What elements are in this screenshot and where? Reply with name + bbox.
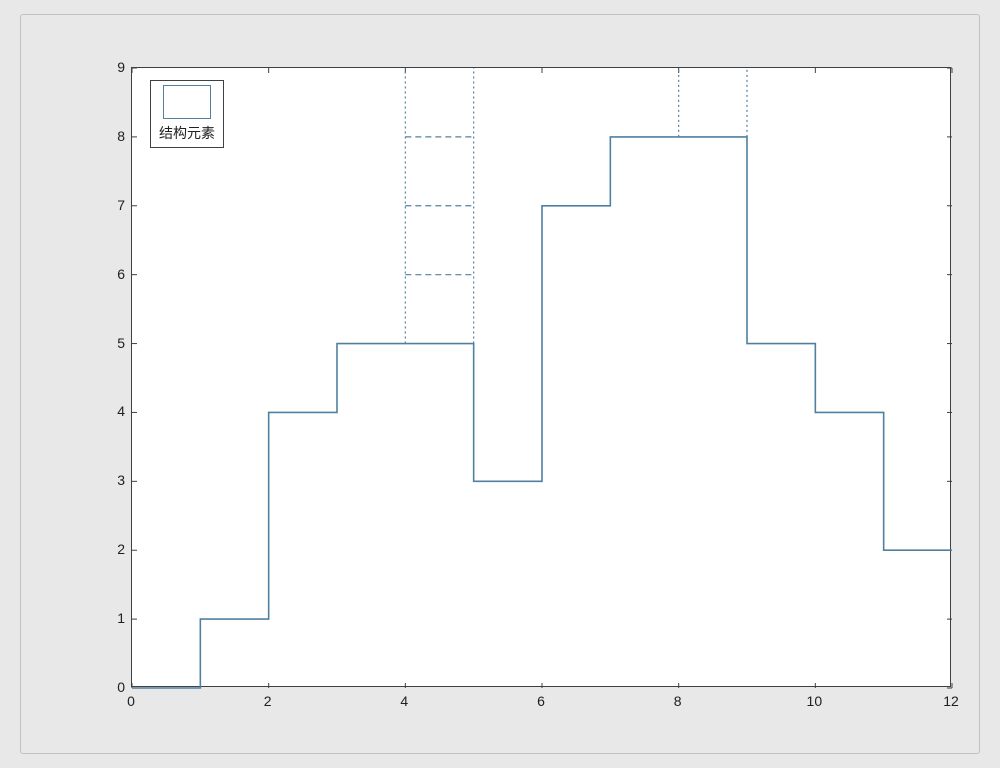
y-tick-label: 1 xyxy=(107,610,125,626)
x-tick-label: 0 xyxy=(127,693,135,709)
figure-window: 结构元素 0246810120123456789 xyxy=(20,14,980,754)
x-tick-label: 8 xyxy=(674,693,682,709)
legend-label: 结构元素 xyxy=(159,123,215,143)
y-tick-label: 9 xyxy=(107,59,125,75)
y-tick-label: 2 xyxy=(107,541,125,557)
x-tick-label: 10 xyxy=(807,693,823,709)
y-tick-label: 6 xyxy=(107,266,125,282)
y-tick-label: 0 xyxy=(107,679,125,695)
y-tick-label: 8 xyxy=(107,128,125,144)
legend-swatch-icon xyxy=(163,85,211,119)
y-tick-label: 5 xyxy=(107,335,125,351)
x-tick-label: 4 xyxy=(400,693,408,709)
x-tick-label: 2 xyxy=(264,693,272,709)
y-tick-label: 4 xyxy=(107,403,125,419)
plot-axes: 结构元素 xyxy=(131,67,951,687)
y-tick-label: 7 xyxy=(107,197,125,213)
x-tick-label: 6 xyxy=(537,693,545,709)
plot-svg xyxy=(132,68,952,688)
x-tick-label: 12 xyxy=(943,693,959,709)
y-tick-label: 3 xyxy=(107,472,125,488)
legend: 结构元素 xyxy=(150,80,224,148)
